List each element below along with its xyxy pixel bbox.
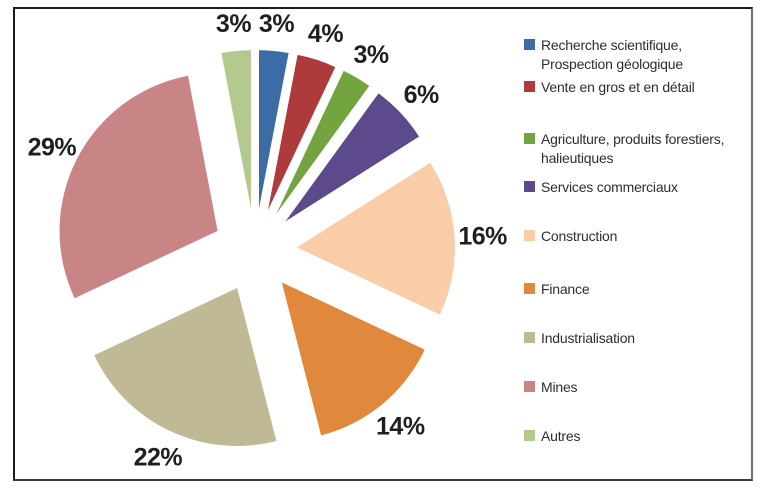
pie-slice-mines xyxy=(59,75,218,299)
pie-data-label-construction: 16% xyxy=(458,223,507,251)
pie-slice-recherche-scientifique xyxy=(259,50,289,209)
pie-data-label-agriculture: 3% xyxy=(354,41,389,69)
pie-data-label-autres: 3% xyxy=(216,10,251,38)
pie-slice-vente-gros-detail xyxy=(268,54,336,211)
pie-data-label-finance: 14% xyxy=(376,413,425,441)
pie-data-label-services-commerciaux: 6% xyxy=(404,81,439,109)
pie-slice-autres xyxy=(221,50,251,209)
pie-data-label-industrialisation: 22% xyxy=(134,443,183,471)
pie-slice-services-commerciaux xyxy=(285,93,419,222)
pie-slice-industrialisation xyxy=(94,288,277,446)
pie-data-label-mines: 29% xyxy=(28,134,77,162)
pie-data-label-recherche-scientifique: 3% xyxy=(259,10,294,38)
pie-slice-finance xyxy=(281,282,425,436)
pie-data-label-vente-gros-detail: 4% xyxy=(308,20,343,48)
pie-slice-construction xyxy=(296,162,455,315)
pie-slice-agriculture xyxy=(276,70,370,214)
